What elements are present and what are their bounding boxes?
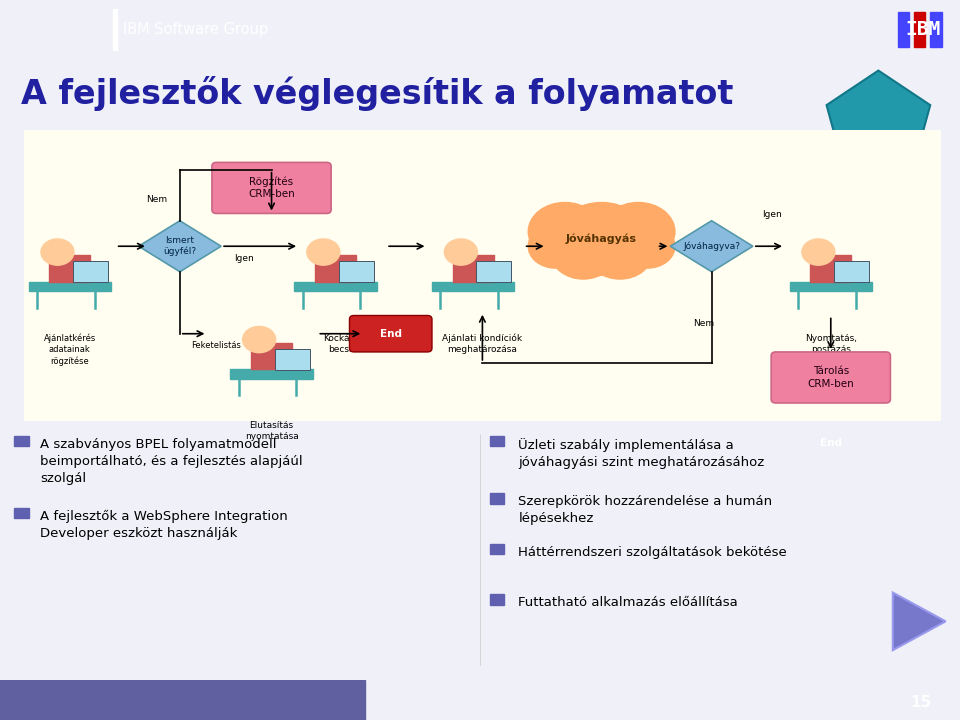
- Bar: [113, 9, 117, 50]
- Bar: [230, 369, 313, 379]
- Text: A szabványos BPEL folyamatmodell
beimportálható, és a fejlesztés alapjáúl
szolgá: A szabványos BPEL folyamatmodell beimpor…: [40, 438, 303, 485]
- Bar: [810, 256, 852, 282]
- Text: Feketelistás: Feketelistás: [192, 341, 242, 350]
- Bar: [0, 680, 365, 720]
- Text: Ajánlatkérés
adatainak
rögzítése: Ajánlatkérés adatainak rögzítése: [44, 333, 96, 366]
- Text: Jóváhagyás: Jóváhagyás: [566, 234, 637, 244]
- Bar: [490, 436, 504, 446]
- FancyBboxPatch shape: [73, 261, 108, 282]
- Text: End: End: [380, 329, 401, 338]
- Text: Nem: Nem: [693, 320, 714, 328]
- Polygon shape: [138, 221, 221, 271]
- Text: Ismert
ügyfél?: Ismert ügyfél?: [163, 236, 197, 256]
- Text: 15: 15: [910, 695, 931, 710]
- Bar: [490, 493, 504, 504]
- Text: A fejlesztők véglegesítik a folyamatot: A fejlesztők véglegesítik a folyamatot: [21, 76, 733, 111]
- Text: Rögzítés
CRM-ben: Rögzítés CRM-ben: [249, 176, 295, 199]
- Bar: [49, 256, 90, 282]
- FancyBboxPatch shape: [212, 163, 331, 213]
- FancyBboxPatch shape: [349, 315, 432, 352]
- Text: A fejlesztők a WebSphere Integration
Developer eszközt használják: A fejlesztők a WebSphere Integration Dev…: [40, 510, 288, 540]
- FancyBboxPatch shape: [476, 261, 512, 282]
- FancyBboxPatch shape: [339, 261, 373, 282]
- Polygon shape: [670, 221, 753, 271]
- Bar: [452, 256, 493, 282]
- Text: Nem: Nem: [146, 196, 167, 204]
- Circle shape: [528, 225, 584, 268]
- FancyBboxPatch shape: [771, 352, 890, 403]
- Bar: [898, 12, 909, 48]
- Text: Ajánlati kondíciók
meghatározása: Ajánlati kondíciók meghatározása: [443, 333, 522, 354]
- Text: Szerepkörök hozzárendelése a humán
lépésekhez: Szerepkörök hozzárendelése a humán lépés…: [518, 495, 773, 526]
- Text: End: End: [820, 438, 842, 448]
- Text: Assembla: Assembla: [859, 117, 898, 123]
- Circle shape: [602, 202, 675, 261]
- Bar: [914, 12, 925, 48]
- Circle shape: [307, 239, 340, 265]
- Circle shape: [528, 202, 602, 261]
- Bar: [930, 12, 942, 48]
- Text: Tárolás
CRM-ben: Tárolás CRM-ben: [807, 366, 854, 389]
- Polygon shape: [893, 593, 946, 650]
- Bar: [251, 343, 292, 369]
- Bar: [490, 594, 504, 605]
- Bar: [315, 256, 356, 282]
- Bar: [29, 282, 111, 292]
- Circle shape: [41, 239, 74, 265]
- Bar: [432, 282, 515, 292]
- FancyBboxPatch shape: [21, 127, 944, 423]
- Polygon shape: [827, 71, 930, 168]
- Bar: [789, 282, 872, 292]
- Text: IBM Software Group: IBM Software Group: [123, 22, 268, 37]
- Text: Igen: Igen: [234, 254, 253, 263]
- Circle shape: [620, 225, 675, 268]
- Text: IBM: IBM: [905, 20, 941, 39]
- Circle shape: [802, 239, 835, 265]
- Text: Nyomtatás,
postázás: Nyomtatás, postázás: [804, 333, 856, 354]
- FancyBboxPatch shape: [834, 261, 869, 282]
- Text: Üzleti szabály implementálása a
jóváhagyási szint meghatározásához: Üzleti szabály implementálása a jóváhagy…: [518, 438, 765, 469]
- Text: Igen: Igen: [762, 210, 781, 219]
- Text: Háttérrendszeri szolgáltatások bekötése: Háttérrendszeri szolgáltatások bekötése: [518, 546, 787, 559]
- Text: Jóváhagyva?: Jóváhagyva?: [684, 241, 740, 251]
- Circle shape: [444, 239, 477, 265]
- Text: Elutasítás
nyomtatása: Elutasítás nyomtatása: [245, 421, 299, 441]
- Circle shape: [588, 228, 652, 279]
- Circle shape: [243, 326, 276, 353]
- FancyBboxPatch shape: [275, 348, 309, 370]
- Bar: [14, 508, 29, 518]
- Bar: [490, 544, 504, 554]
- Bar: [295, 282, 377, 292]
- FancyBboxPatch shape: [789, 425, 872, 462]
- Circle shape: [551, 228, 615, 279]
- Circle shape: [556, 202, 647, 275]
- Text: Futtatható alkalmazás előállítása: Futtatható alkalmazás előállítása: [518, 596, 738, 609]
- Text: Kockázat-
becslés: Kockázat- becslés: [324, 333, 367, 354]
- Bar: [14, 436, 29, 446]
